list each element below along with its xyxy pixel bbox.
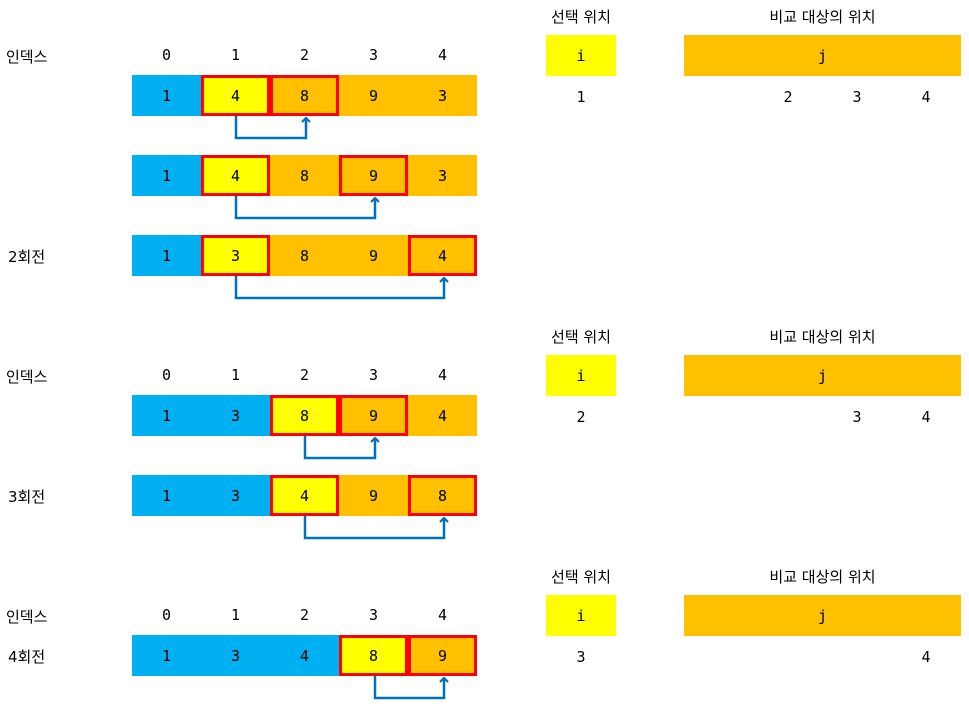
index-2: 2 <box>299 46 310 64</box>
index-4: 4 <box>437 46 448 64</box>
array-cell: 8 <box>408 475 477 516</box>
j-box: j <box>684 595 961 636</box>
array-cell: 1 <box>132 395 201 436</box>
compare-position-heading: 비교 대상의 위치 <box>769 328 876 346</box>
array-cell: 1 <box>132 235 201 276</box>
array-cell: 9 <box>339 395 408 436</box>
comparison-arrow <box>234 276 449 300</box>
j-value: 3 <box>852 408 862 426</box>
array-cell: 3 <box>201 635 270 676</box>
array-cell: 4 <box>270 475 339 516</box>
index-0: 0 <box>161 366 172 384</box>
i-value: 3 <box>576 648 586 666</box>
index-label: 인덱스 <box>6 48 48 66</box>
round-2-label: 2회전 <box>8 248 46 266</box>
array-cell: 3 <box>201 235 270 276</box>
index-label: 인덱스 <box>6 608 48 626</box>
array-cell: 1 <box>132 635 201 676</box>
array-cell: 8 <box>339 635 408 676</box>
index-3: 3 <box>368 366 379 384</box>
array-cell: 9 <box>408 635 477 676</box>
array-cell: 1 <box>132 155 201 196</box>
array-cell: 1 <box>132 475 201 516</box>
index-1: 1 <box>230 366 241 384</box>
index-3: 3 <box>368 606 379 624</box>
selected-position-heading: 선택 위치 <box>551 328 611 346</box>
index-2: 2 <box>299 606 310 624</box>
array-cell: 9 <box>339 475 408 516</box>
array-cell: 9 <box>339 75 408 116</box>
array-cell: 4 <box>201 155 270 196</box>
array-cell: 8 <box>270 235 339 276</box>
i-value: 1 <box>576 88 586 106</box>
index-3: 3 <box>368 46 379 64</box>
array-cell: 3 <box>408 75 477 116</box>
array-cell: 1 <box>132 75 201 116</box>
j-value: 4 <box>921 88 931 106</box>
array-cell: 9 <box>339 155 408 196</box>
i-value: 2 <box>576 408 586 426</box>
array-cell: 3 <box>201 475 270 516</box>
array-cell: 4 <box>201 75 270 116</box>
index-label: 인덱스 <box>6 368 48 386</box>
array-cell: 8 <box>270 395 339 436</box>
array-cell: 3 <box>201 395 270 436</box>
compare-position-heading: 비교 대상의 위치 <box>769 8 876 26</box>
j-value: 4 <box>921 648 931 666</box>
array-cell: 4 <box>270 635 339 676</box>
index-0: 0 <box>161 46 172 64</box>
j-box: j <box>684 35 961 76</box>
array-cell: 3 <box>408 155 477 196</box>
index-4: 4 <box>437 366 448 384</box>
i-box: i <box>546 595 616 636</box>
index-4: 4 <box>437 606 448 624</box>
array-cell: 8 <box>270 155 339 196</box>
i-box: i <box>546 355 616 396</box>
index-1: 1 <box>230 46 241 64</box>
j-box: j <box>684 355 961 396</box>
selected-position-heading: 선택 위치 <box>551 8 611 26</box>
array-cell: 9 <box>339 235 408 276</box>
comparison-arrow <box>303 436 380 460</box>
array-cell: 4 <box>408 395 477 436</box>
round-4-label: 4회전 <box>8 648 46 666</box>
array-cell: 8 <box>270 75 339 116</box>
comparison-arrow <box>234 116 311 140</box>
comparison-arrow <box>234 196 380 220</box>
comparison-arrow <box>373 676 449 700</box>
selected-position-heading: 선택 위치 <box>551 568 611 586</box>
round-3-label: 3회전 <box>8 488 46 506</box>
index-1: 1 <box>230 606 241 624</box>
i-box: i <box>546 35 616 76</box>
index-0: 0 <box>161 606 172 624</box>
array-cell: 4 <box>408 235 477 276</box>
index-2: 2 <box>299 366 310 384</box>
compare-position-heading: 비교 대상의 위치 <box>769 568 876 586</box>
j-value: 4 <box>921 408 931 426</box>
j-value: 3 <box>852 88 862 106</box>
j-value: 2 <box>783 88 793 106</box>
comparison-arrow <box>303 516 449 540</box>
